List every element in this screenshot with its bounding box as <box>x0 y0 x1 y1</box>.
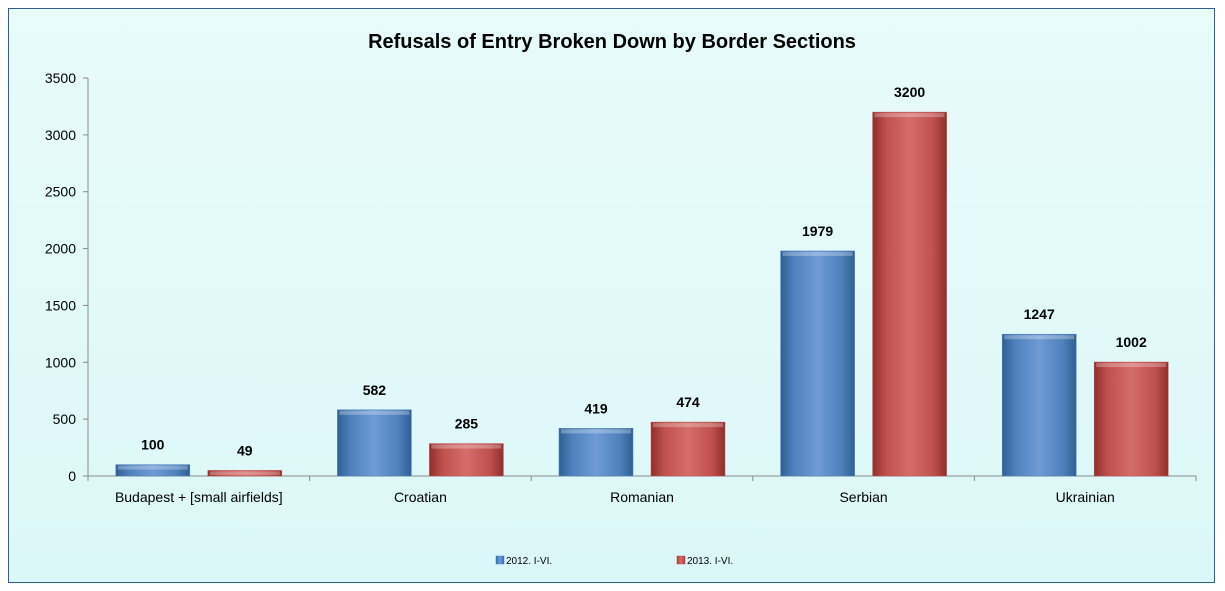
y-tick-label: 3000 <box>45 127 76 143</box>
bar-2013 <box>429 443 504 477</box>
bar-2012 <box>115 464 191 477</box>
y-tick-label: 2000 <box>45 241 76 257</box>
bar-2013 <box>1093 361 1169 477</box>
data-label-2013: 1002 <box>1116 334 1147 350</box>
bar-2012 <box>558 428 634 477</box>
legend-label-2013: 2013. I-VI. <box>687 556 733 567</box>
data-label-2012: 100 <box>141 437 165 453</box>
legend-swatch-2013 <box>676 555 686 565</box>
bar-2012 <box>780 250 855 477</box>
bar-highlight <box>1004 335 1075 340</box>
bar-highlight <box>874 113 945 118</box>
bar-highlight <box>1096 363 1167 368</box>
data-label-2012: 582 <box>363 382 387 398</box>
x-category-label: Budapest + [small airfields] <box>115 489 283 505</box>
bar-highlight <box>782 251 853 256</box>
chart-title: Refusals of Entry Broken Down by Border … <box>368 31 856 53</box>
data-label-2013: 3200 <box>894 84 925 100</box>
bar-highlight <box>339 410 410 415</box>
bar-highlight <box>653 423 723 428</box>
legend-swatch-2012 <box>495 555 505 565</box>
data-label-2012: 1247 <box>1024 306 1055 322</box>
y-tick-label: 0 <box>68 468 76 484</box>
x-category-label: Romanian <box>610 489 674 505</box>
y-tick-label: 1000 <box>45 354 76 370</box>
x-category-label: Serbian <box>839 489 887 505</box>
chart-frame <box>8 8 1215 583</box>
y-tick-label: 1500 <box>45 297 76 313</box>
bar-highlight <box>561 429 631 434</box>
bar-2012 <box>337 409 412 477</box>
x-category-label: Croatian <box>394 489 447 505</box>
bar-highlight <box>209 471 280 475</box>
bar-2013 <box>650 421 726 477</box>
y-tick-label: 3500 <box>45 70 76 86</box>
y-tick-label: 500 <box>53 411 77 427</box>
bar-2012 <box>1001 333 1077 477</box>
bar-2013 <box>207 470 283 477</box>
data-label-2013: 474 <box>676 394 700 410</box>
data-label-2012: 419 <box>584 400 608 416</box>
y-tick-label: 2500 <box>45 184 76 200</box>
bar-2013 <box>872 111 947 477</box>
data-label-2012: 1979 <box>802 223 833 239</box>
x-category-label: Ukrainian <box>1056 489 1115 505</box>
data-label-2013: 285 <box>455 416 479 432</box>
bar-highlight <box>431 444 502 449</box>
bar-highlight <box>117 465 188 470</box>
data-label-2013: 49 <box>237 442 253 458</box>
legend-label-2012: 2012. I-VI. <box>506 556 552 567</box>
